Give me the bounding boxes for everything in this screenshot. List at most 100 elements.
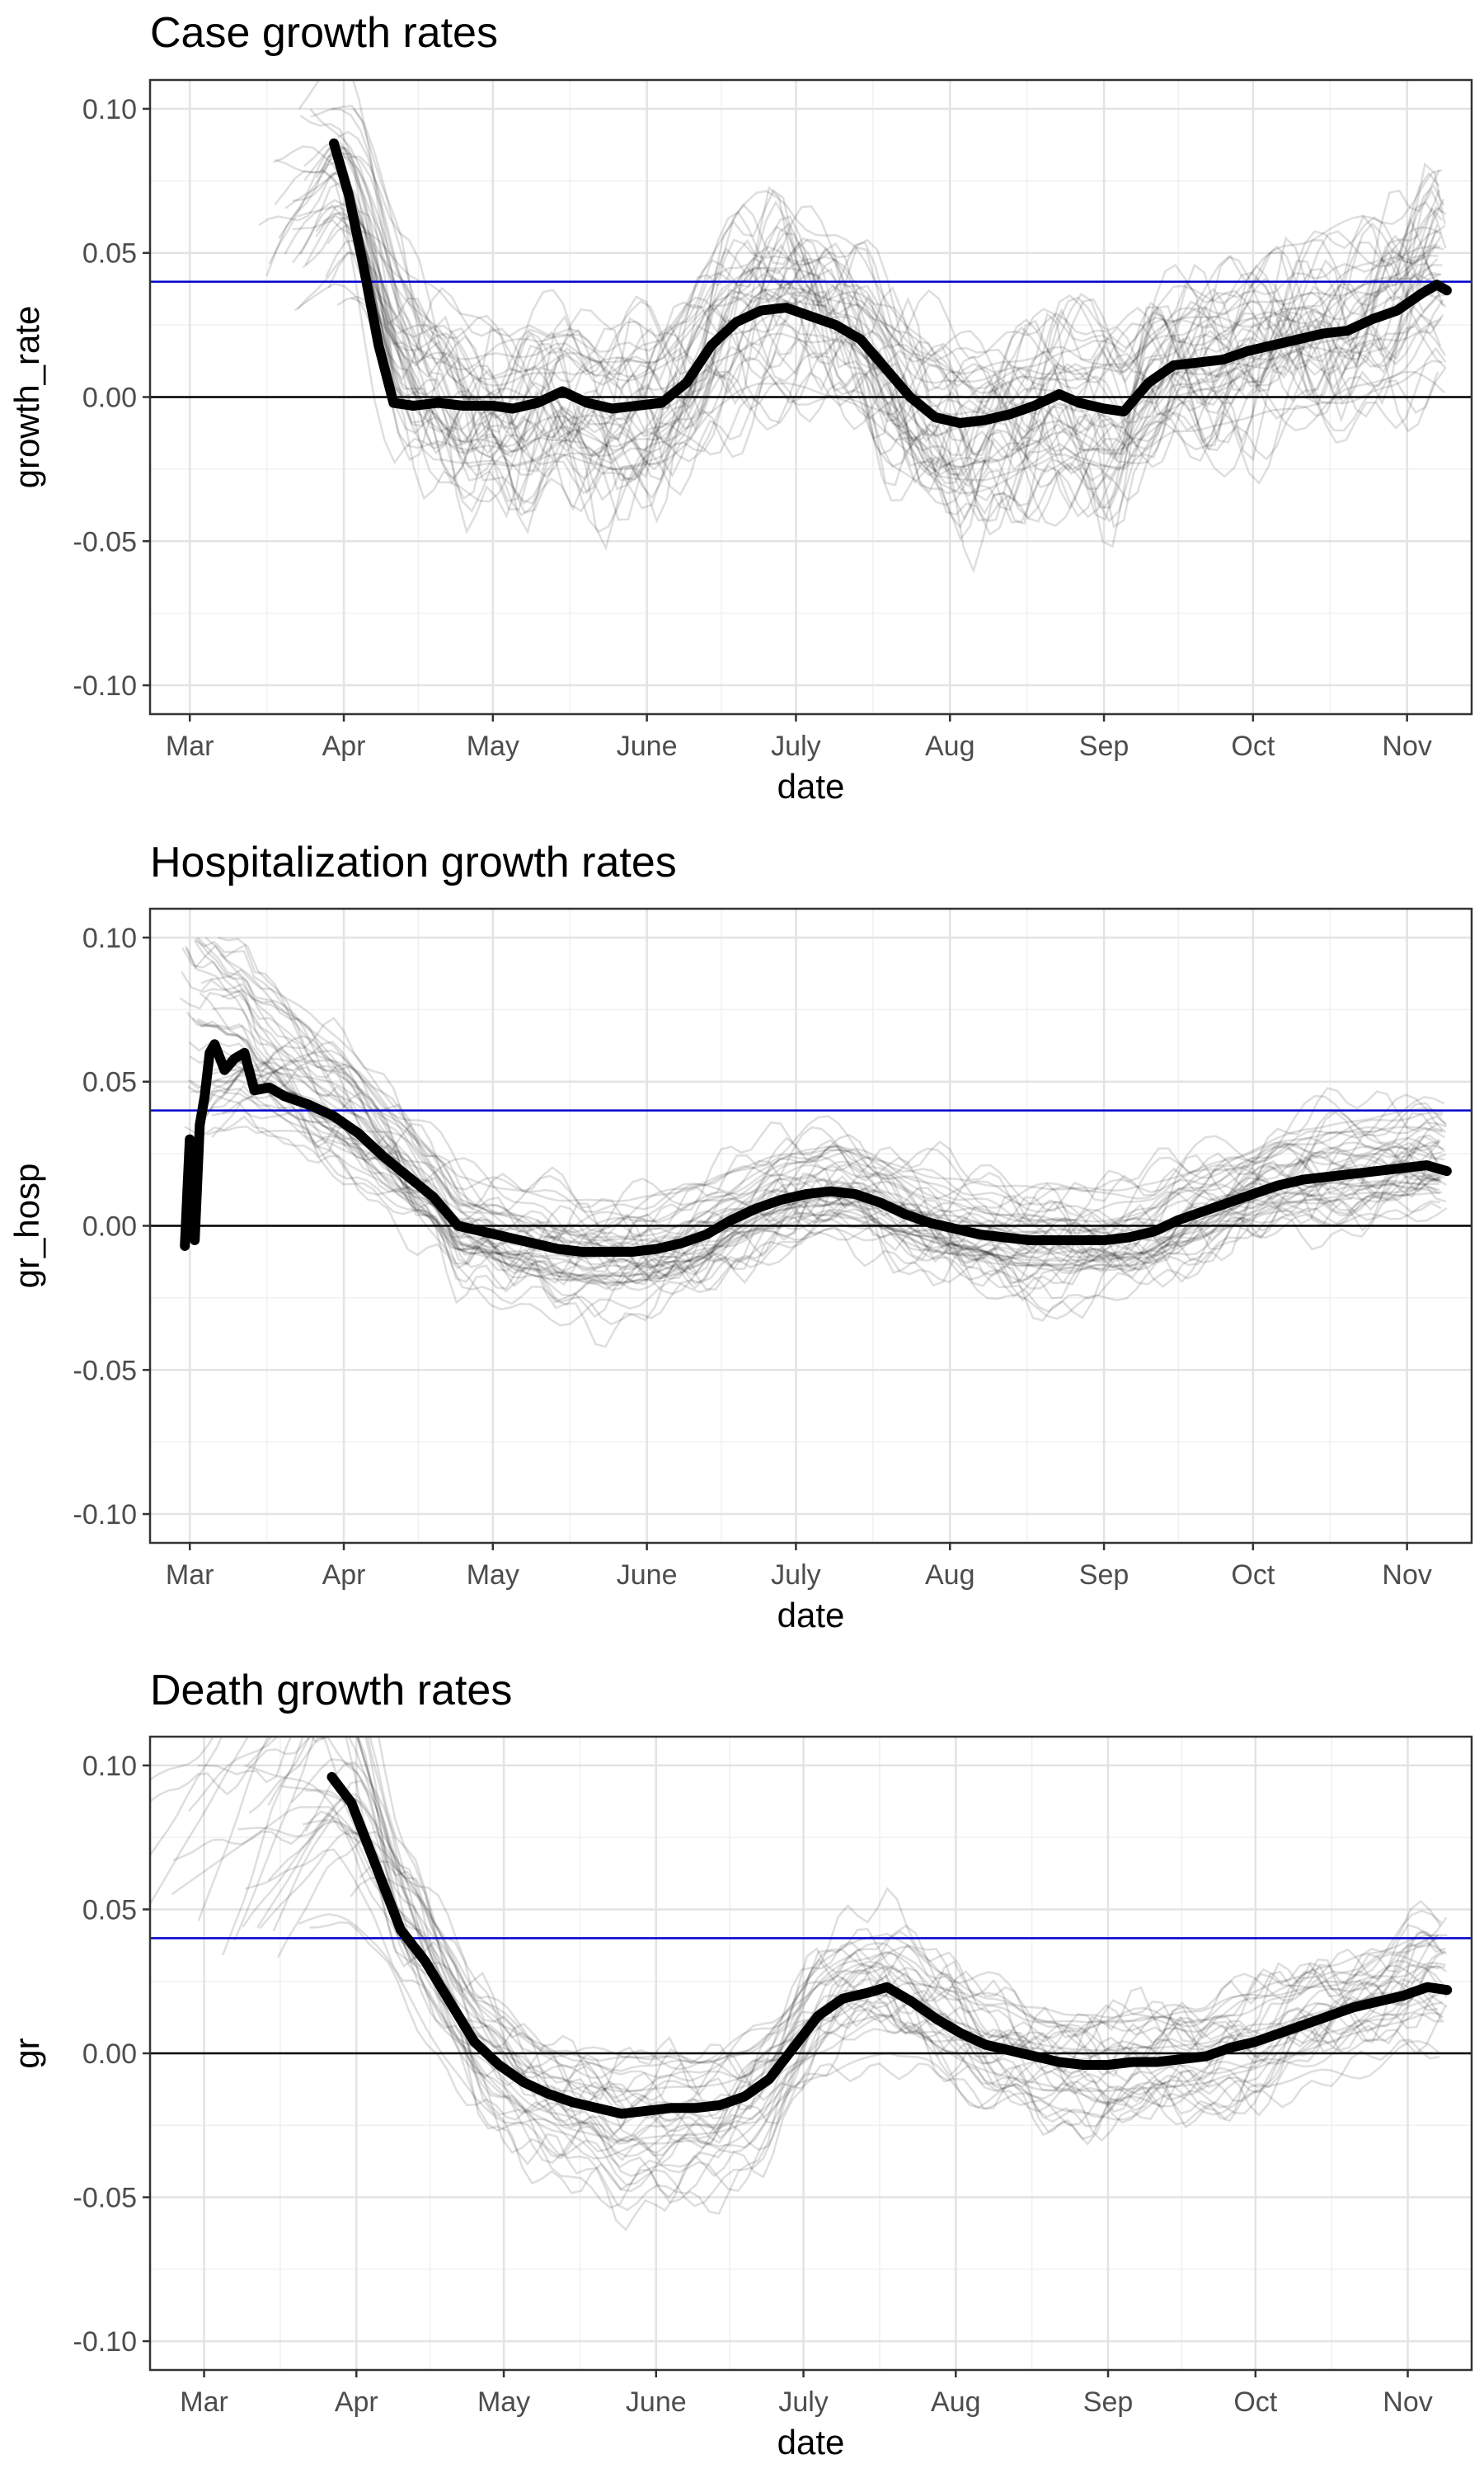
x-axis-label: date <box>777 1596 845 1634</box>
chart-panel-3: Death growth rates 0.10 0.05 0.00 -0.05 -0.10… <box>7 1667 1473 2462</box>
background-trajectory <box>190 1068 1444 1203</box>
background-trajectory <box>194 940 1438 1259</box>
background-trajectory <box>221 988 1444 1286</box>
background-trajectory <box>315 172 1440 442</box>
x-tick-label: Oct <box>1231 731 1275 762</box>
background-trajectory <box>213 1058 1447 1291</box>
background-trajectory <box>327 188 1443 521</box>
x-tick-label: Apr <box>322 731 366 762</box>
background-trajectory <box>197 937 1441 1302</box>
background-trajectory <box>361 259 1447 523</box>
plot-area <box>150 936 1472 1348</box>
background-trajectory <box>187 1078 1440 1271</box>
background-trajectory <box>268 147 1443 510</box>
background-trajectory <box>359 1860 1442 2119</box>
background-trajectory <box>292 219 1447 432</box>
background-trajectory <box>302 1818 1443 2158</box>
x-tick-label: Sep <box>1079 731 1129 762</box>
x-tick-label: May <box>467 1559 519 1591</box>
background-trajectory <box>298 1913 1439 2160</box>
background-trajectory <box>276 1830 1438 2102</box>
background-trajectory <box>338 140 1443 482</box>
background-trajectory <box>315 144 1441 482</box>
background-trajectory <box>299 115 1444 458</box>
background-trajectory <box>297 252 1442 479</box>
background-trajectory <box>290 1758 1443 2208</box>
y-axis-label: gr_hosp <box>7 1164 46 1289</box>
background-trajectory <box>197 1018 1440 1277</box>
background-trajectory <box>181 947 1445 1237</box>
x-tick-label: Nov <box>1382 1559 1431 1591</box>
background-trajectory <box>184 1017 1448 1238</box>
background-trajectory <box>281 1785 1441 2142</box>
y-tick-label: 0.05 <box>82 1894 137 1926</box>
background-trajectory <box>243 1764 1444 2143</box>
chart-title: Case growth rates <box>150 9 498 57</box>
background-trajectory <box>350 1876 1443 2111</box>
y-tick-label: -0.05 <box>73 2183 138 2214</box>
background-trajectory <box>291 204 1446 454</box>
y-tick-label: 0.00 <box>82 2038 137 2070</box>
x-tick-label: Oct <box>1231 1559 1275 1591</box>
background-trajectory <box>299 181 1444 523</box>
background-trajectory <box>339 215 1443 384</box>
background-trajectory <box>284 172 1439 394</box>
background-trajectory <box>341 228 1447 520</box>
x-tick-label: Apr <box>322 1559 366 1591</box>
background-trajectory <box>320 153 1445 421</box>
background-trajectory <box>258 167 1443 456</box>
background-trajectory <box>199 992 1443 1276</box>
y-axis-label: gr <box>7 2038 46 2068</box>
x-tick-label: July <box>771 731 820 762</box>
background-trajectory <box>310 108 1445 502</box>
background-trajectory <box>197 1737 1448 2144</box>
chart-panel-1: Case growth rates 0.10 0.05 0.00 -0.05 -0.10 M… <box>7 9 1473 806</box>
x-tick-label: Oct <box>1233 2386 1277 2418</box>
y-tick-label: -0.10 <box>73 1499 138 1531</box>
background-trajectory <box>298 80 1443 389</box>
background-trajectory <box>304 1761 1447 2209</box>
x-tick-label: July <box>771 1559 820 1591</box>
background-trajectory <box>284 199 1438 407</box>
background-trajectory <box>350 155 1444 469</box>
background-trajectory <box>245 1848 1444 2145</box>
x-tick-label: Apr <box>335 2386 378 2418</box>
background-trajectory <box>222 1065 1446 1281</box>
background-trajectory <box>196 1060 1440 1271</box>
background-trajectory <box>184 943 1439 1295</box>
background-trajectory <box>298 205 1442 391</box>
background-trajectory <box>309 108 1444 534</box>
background-trajectory <box>150 1737 1448 2178</box>
y-tick-label: -0.05 <box>73 1355 138 1386</box>
series-line <box>329 138 1452 428</box>
chart-title: Death growth rates <box>150 1667 512 1714</box>
background-trajectory <box>217 1046 1441 1282</box>
background-trajectory <box>267 1737 1439 2143</box>
x-tick-label: Mar <box>166 731 214 762</box>
background-trajectory <box>211 1049 1445 1229</box>
series-line <box>326 1771 1453 2119</box>
chart-panel-2: Hospitalization growth rates 0.10 0.05 0.00… <box>7 839 1473 1634</box>
background-trajectory <box>150 1737 1448 2072</box>
background-trajectory <box>203 1084 1447 1326</box>
background-trajectory <box>336 266 1441 456</box>
x-tick-label: Nov <box>1382 731 1431 762</box>
background-trajectory <box>212 1007 1445 1280</box>
y-tick-label: 0.10 <box>82 94 137 125</box>
background-trajectory <box>209 1092 1442 1306</box>
background-trajectory <box>259 1829 1439 2065</box>
background-trajectory <box>337 130 1442 437</box>
x-tick-label: Aug <box>931 2386 981 2418</box>
x-tick-label: June <box>626 2386 687 2418</box>
x-tick-label: Aug <box>925 731 975 762</box>
background-trajectory <box>194 938 1447 1248</box>
background-trajectory <box>200 968 1444 1239</box>
background-trajectory <box>197 1737 1447 2199</box>
chart-title: Hospitalization growth rates <box>150 839 677 886</box>
y-tick-label: 0.10 <box>82 1751 137 1782</box>
y-tick-label: 0.05 <box>82 238 137 270</box>
y-tick-label: 0.05 <box>82 1067 137 1098</box>
background-trajectory <box>322 210 1447 469</box>
background-trajectory <box>274 146 1438 542</box>
x-tick-label: Nov <box>1383 2386 1432 2418</box>
